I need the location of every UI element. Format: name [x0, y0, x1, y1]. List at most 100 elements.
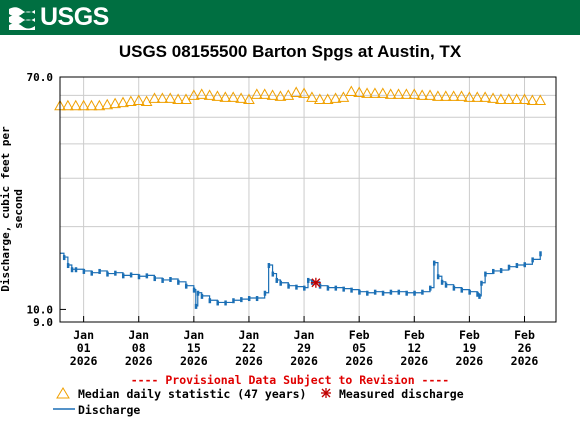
provisional-notice: ---- Provisional Data Subject to Revisio… [130, 373, 450, 387]
discharge-point [468, 289, 471, 295]
discharge-point [507, 264, 511, 270]
median-marker [180, 93, 192, 104]
discharge-point [82, 268, 86, 274]
discharge-point [440, 279, 444, 285]
usgs-banner: USGS [0, 0, 580, 35]
x-tick-label-year: 2026 [400, 354, 428, 368]
median-marker [345, 85, 358, 96]
median-marker [479, 91, 491, 102]
legend-median-marker [56, 387, 70, 399]
median-marker [329, 92, 342, 103]
discharge-point [373, 289, 377, 295]
median-marker [502, 93, 515, 104]
median-marker [282, 89, 295, 100]
x-tick-label-year: 2026 [290, 354, 318, 368]
median-marker [510, 93, 523, 104]
median-marker [455, 90, 468, 101]
median-marker [471, 91, 484, 102]
y-tick-label: 9.0 [33, 316, 53, 329]
median-marker [164, 92, 177, 103]
discharge-point [137, 274, 141, 280]
x-tick-label-day: 22 [242, 341, 256, 355]
discharge-point [358, 289, 361, 295]
discharge-point [177, 279, 180, 285]
median-marker [140, 95, 153, 107]
x-tick-label-year: 2026 [235, 354, 263, 368]
discharge-point [194, 303, 198, 309]
discharge-point [114, 270, 117, 276]
discharge-point [366, 290, 369, 296]
x-tick-label-year: 2026 [70, 354, 98, 368]
discharge-point [531, 257, 534, 263]
x-tick-label-day: 12 [407, 341, 421, 355]
discharge-point [66, 263, 70, 269]
legend-measured-stroke [321, 388, 331, 398]
median-marker [274, 90, 287, 101]
discharge-point [208, 298, 212, 304]
discharge-point [499, 268, 503, 274]
x-tick-label-year: 2026 [180, 354, 208, 368]
discharge-point [484, 271, 487, 277]
discharge-point [389, 289, 393, 295]
median-marker [117, 96, 129, 108]
median-marker [62, 99, 74, 111]
legend-discharge-label: Discharge [78, 403, 141, 417]
median-marker [313, 93, 326, 104]
discharge-point [196, 290, 200, 296]
discharge-point [247, 296, 251, 302]
discharge-point [460, 287, 464, 293]
median-marker [77, 99, 90, 111]
median-marker [290, 86, 303, 97]
discharge-point [405, 290, 408, 296]
discharge-point [271, 271, 275, 277]
discharge-point [444, 282, 448, 288]
discharge-point [106, 271, 109, 277]
x-tick-label-month: Jan [128, 328, 149, 342]
median-marker [384, 88, 397, 99]
median-marker [392, 88, 405, 99]
discharge-point [145, 273, 149, 279]
usgs-logo[interactable]: USGS [8, 3, 109, 31]
median-marker [487, 92, 499, 103]
median-marker [93, 99, 106, 111]
median-marker [400, 88, 413, 99]
median-marker [408, 88, 421, 99]
discharge-point [476, 291, 479, 297]
x-tick-label-month: Feb [459, 328, 480, 342]
median-marker [132, 94, 145, 105]
legend-median-label: Median daily statistic (47 years) [78, 387, 307, 401]
median-marker [250, 88, 263, 99]
discharge-point [98, 268, 101, 274]
median-marker [353, 86, 366, 97]
discharge-point [263, 290, 267, 296]
measured-marker [310, 277, 321, 288]
discharge-point [153, 276, 156, 282]
discharge-point [161, 277, 164, 283]
median-marker [195, 88, 208, 99]
discharge-point [287, 283, 290, 289]
median-marker [258, 88, 271, 99]
discharge-point [62, 255, 66, 261]
median-marker [463, 91, 476, 102]
usgs-logo-text: USGS [40, 3, 109, 31]
discharge-point [303, 285, 306, 291]
discharge-point [232, 298, 235, 304]
plot-area [54, 85, 547, 309]
discharge-point [381, 290, 385, 296]
measured-marker-stroke [311, 278, 321, 288]
y-tick-label: 70.0 [27, 71, 54, 84]
x-tick-label-year: 2026 [345, 354, 373, 368]
median-marker [432, 90, 444, 101]
discharge-point [255, 296, 259, 302]
median-marker [424, 89, 436, 100]
y-tick-label: 10.0 [27, 303, 54, 316]
legend-measured-marker [321, 388, 331, 398]
median-marker [211, 90, 224, 101]
x-tick-label-year: 2026 [456, 354, 484, 368]
x-tick-label-month: Feb [404, 328, 425, 342]
x-tick-label-month: Jan [183, 328, 204, 342]
median-marker [125, 95, 137, 107]
median-marker [376, 87, 389, 98]
discharge-point [515, 263, 519, 269]
